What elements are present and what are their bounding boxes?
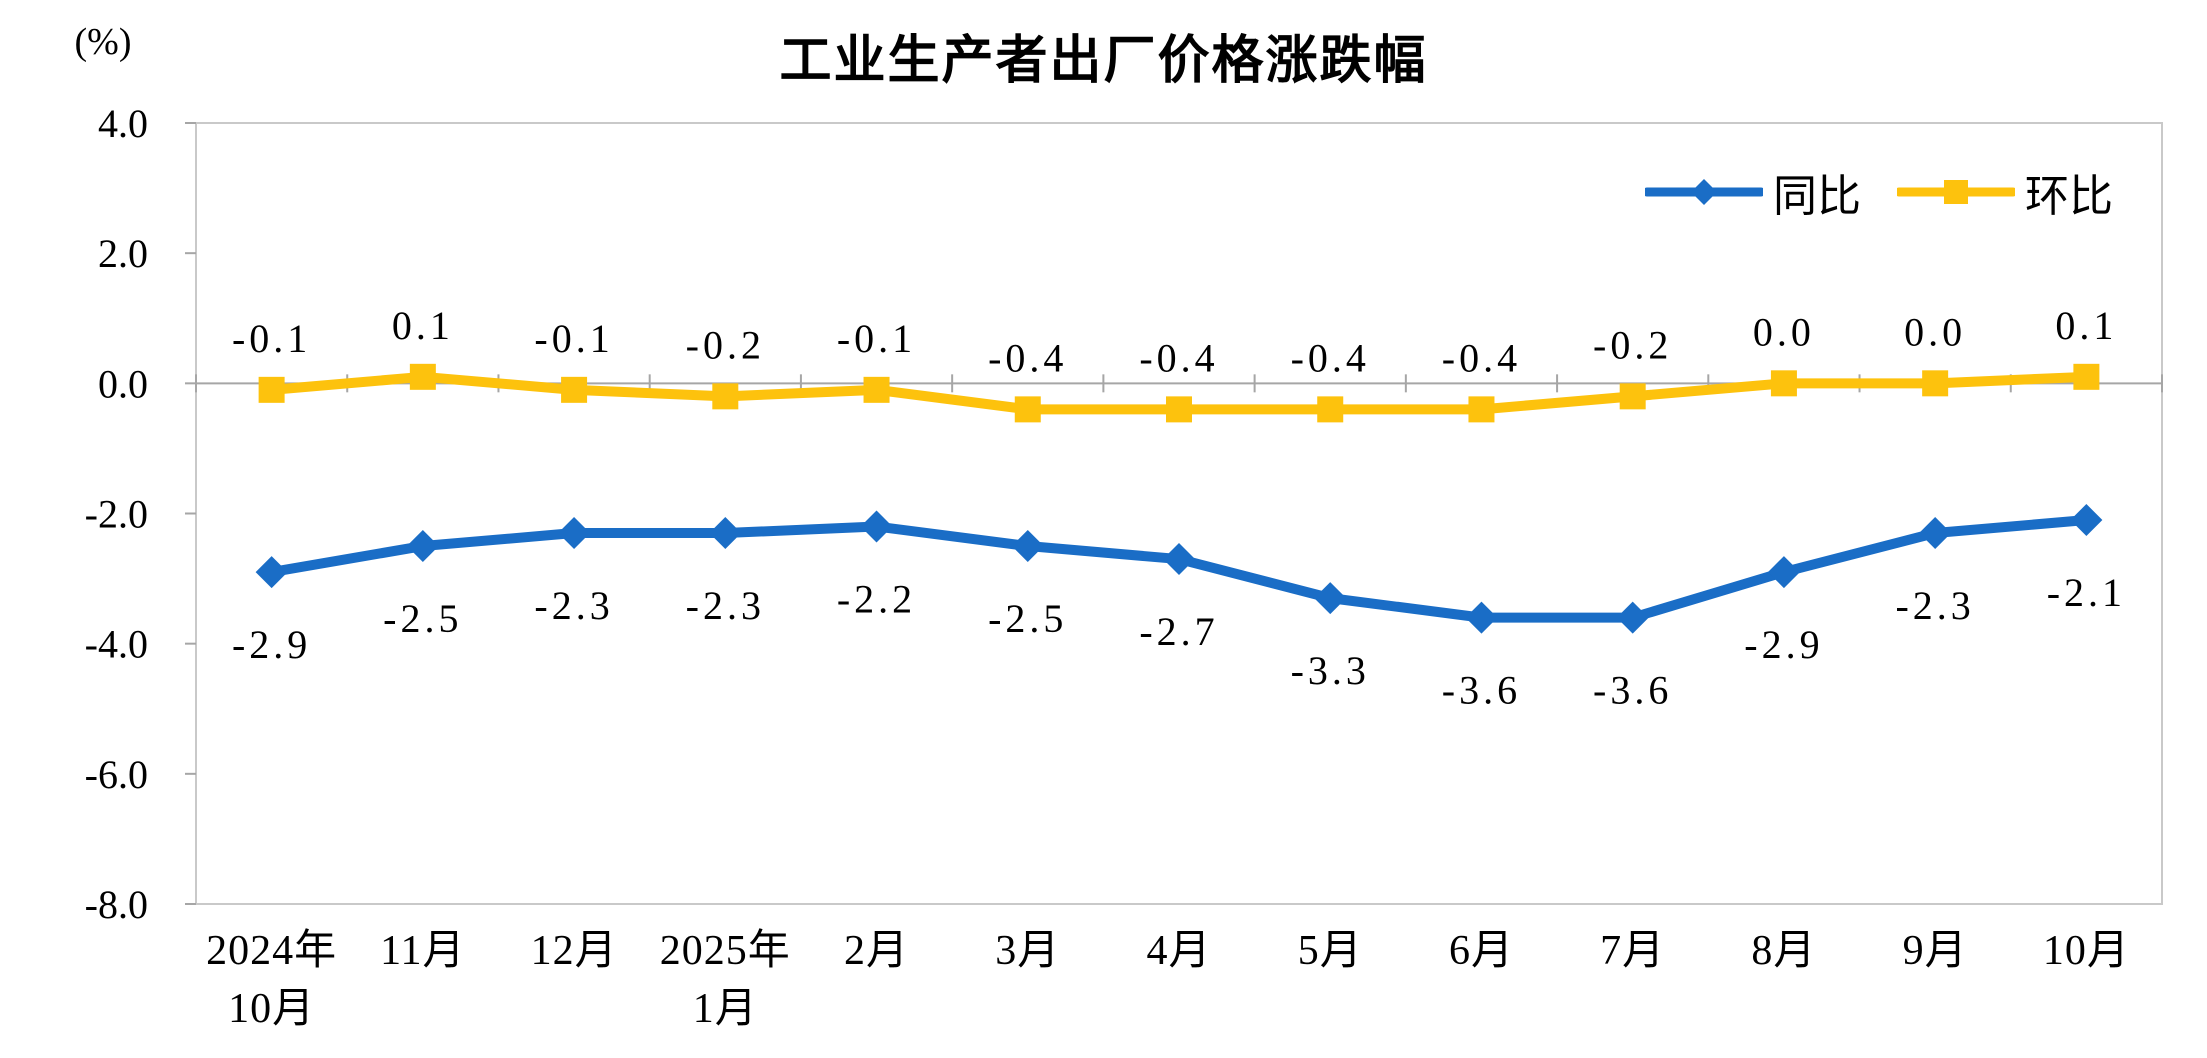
x-axis-label: 3月 [995,928,1060,974]
x-axis-label: 6月 [1449,928,1514,974]
data-label-yoy: -2.5 [988,596,1067,641]
data-label-yoy: -2.1 [2047,570,2126,615]
series-marker-yoy [255,556,288,589]
x-axis-label: 1月 [693,986,758,1032]
legend-label-yoy: 同比 [1773,172,1861,221]
series-marker-mom [1014,396,1041,423]
data-label-yoy: -3.6 [1442,668,1521,713]
series-marker-yoy [1465,601,1498,634]
data-label-mom: 0.1 [2055,303,2117,348]
series-marker-yoy [1011,530,1044,563]
series-marker-mom [258,376,285,403]
yoy-line-marker-icon [1645,179,1763,205]
data-label-mom: -0.4 [1139,335,1218,380]
data-label-mom: -0.1 [232,316,311,361]
x-axis-label: 12月 [531,928,618,974]
y-axis-unit-label: (%) [74,21,132,63]
data-label-mom: -0.4 [1442,335,1521,380]
series-marker-mom [1166,396,1192,423]
data-label-yoy: -2.3 [686,583,765,628]
series-marker-yoy [558,517,591,550]
y-axis-tick-label: -6.0 [85,752,148,797]
legend-sample-marker-mom [1944,180,1968,204]
series-marker-mom [1770,370,1797,397]
data-label-yoy: -2.7 [1139,609,1218,654]
series-marker-mom [712,383,739,410]
legend-item-mom: 环比 [1897,160,2113,224]
series-marker-yoy [1314,582,1347,615]
series-marker-yoy [1767,556,1800,589]
series-marker-yoy [860,510,893,543]
data-label-mom: 0.0 [1753,309,1815,354]
series-marker-yoy [1919,517,1952,550]
y-axis-tick-label: 0.0 [98,361,148,406]
legend: 同比 环比 [1645,160,2113,224]
series-marker-mom [561,376,588,403]
x-axis-label: 10月 [2043,928,2130,974]
x-axis-label: 2月 [844,928,909,974]
data-label-mom: -0.2 [686,322,765,367]
x-axis-label: 9月 [1903,928,1968,974]
data-label-mom: -0.1 [837,316,916,361]
data-label-mom: 0.1 [392,303,454,348]
legend-label-mom: 环比 [2025,172,2113,221]
series-marker-mom [1468,396,1495,423]
data-label-yoy: -2.9 [1744,622,1823,667]
y-axis-tick-label: -8.0 [85,882,148,927]
y-axis-tick-label: -4.0 [85,622,148,667]
x-axis-label: 5月 [1298,928,1363,974]
data-label-yoy: -2.3 [1895,583,1974,628]
series-marker-mom [409,363,436,390]
series-marker-yoy [2070,504,2103,537]
legend-sample-marker-yoy [1691,179,1717,205]
series-marker-mom [863,376,890,403]
series-marker-mom [2073,363,2100,390]
x-axis-label: 10月 [228,986,315,1032]
series-marker-mom [1922,370,1949,397]
series-marker-yoy [1163,543,1195,576]
data-label-yoy: -2.2 [837,577,916,622]
data-label-mom: -0.1 [534,316,613,361]
series-marker-yoy [709,517,742,550]
x-axis-label: 11月 [380,928,465,974]
data-label-yoy: -3.6 [1593,668,1672,713]
data-label-yoy: -3.3 [1291,648,1370,693]
series-marker-yoy [406,530,439,563]
mom-line-marker-icon [1897,180,2015,204]
x-axis-label: 4月 [1146,928,1211,974]
y-axis-tick-label: -2.0 [85,492,148,537]
data-label-yoy: -2.9 [232,622,311,667]
series-marker-mom [1619,383,1646,410]
data-label-mom: -0.4 [1291,335,1370,380]
data-label-mom: -0.2 [1593,322,1672,367]
x-axis-label: 2024年 [206,927,337,974]
legend-item-yoy: 同比 [1645,160,1861,224]
data-label-yoy: -2.5 [383,596,462,641]
x-axis-label: 7月 [1600,928,1665,974]
series-marker-yoy [1616,601,1649,634]
data-label-yoy: -2.3 [534,583,613,628]
series-marker-mom [1317,396,1344,423]
chart-title: 工业生产者出厂价格涨跌幅 [779,32,1428,90]
y-axis-tick-label: 2.0 [98,231,148,276]
x-axis-label: 8月 [1751,928,1816,974]
data-label-mom: -0.4 [988,335,1067,380]
x-axis-label: 2025年 [660,927,791,974]
y-axis-tick-label: 4.0 [98,101,148,146]
plot-border [195,122,2163,905]
data-label-mom: 0.0 [1904,309,1966,354]
